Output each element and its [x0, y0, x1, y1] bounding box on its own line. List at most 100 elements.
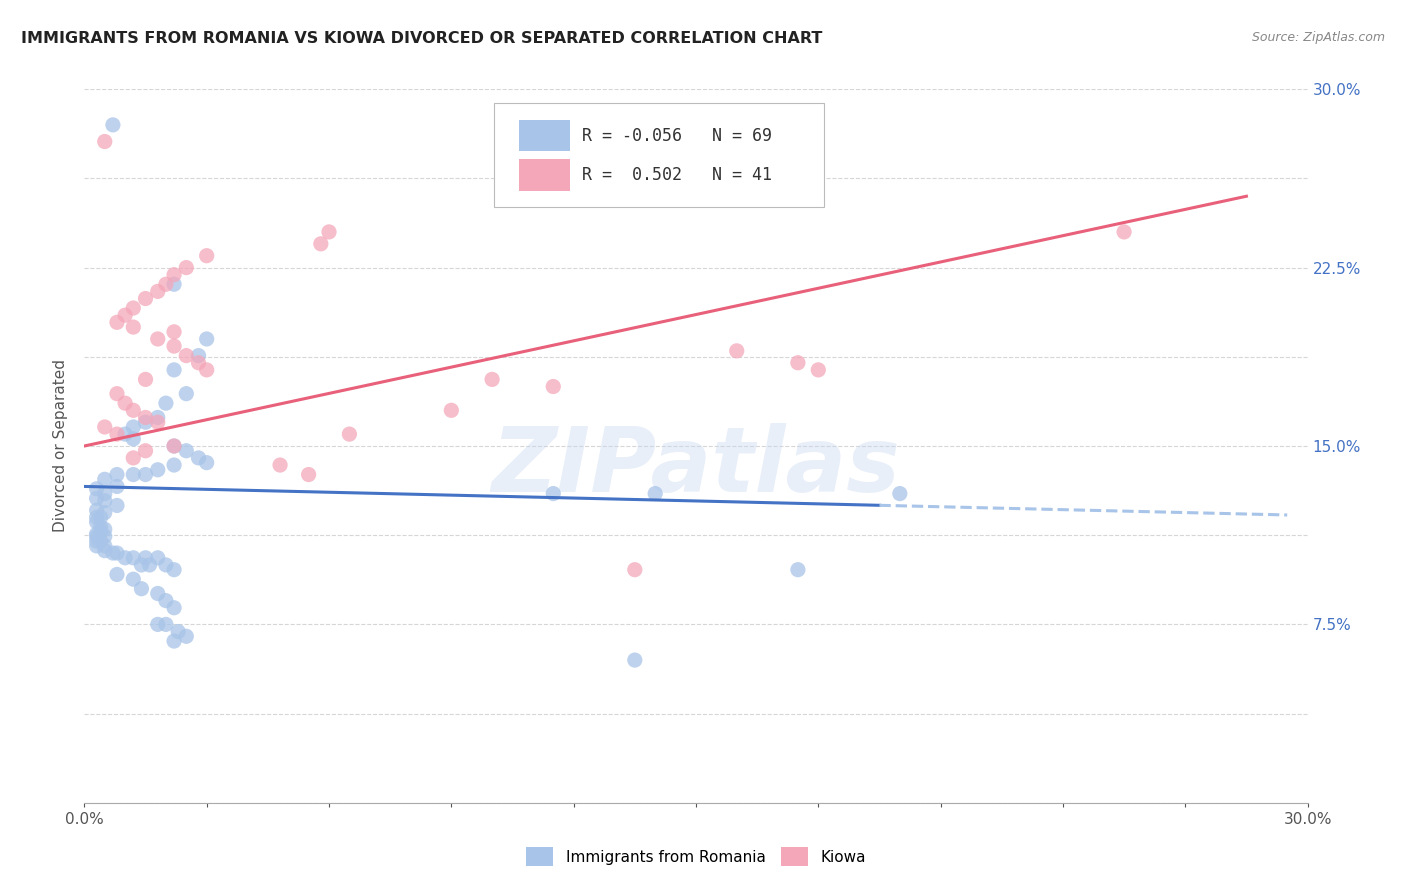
Point — [163, 277, 186, 292]
Point — [86, 539, 108, 553]
Point — [163, 363, 186, 377]
FancyBboxPatch shape — [494, 103, 824, 207]
Point — [146, 550, 169, 565]
Point — [176, 349, 198, 363]
Point — [195, 249, 218, 263]
Point — [122, 550, 145, 565]
FancyBboxPatch shape — [519, 120, 569, 152]
Point — [163, 563, 186, 577]
Point — [93, 493, 117, 508]
Point — [543, 486, 565, 500]
Point — [105, 467, 128, 482]
Point — [163, 439, 186, 453]
Point — [176, 260, 198, 275]
Point — [90, 534, 112, 549]
Point — [114, 396, 136, 410]
Text: R =  0.502   N = 41: R = 0.502 N = 41 — [582, 166, 772, 184]
Point — [725, 343, 748, 358]
Point — [122, 320, 145, 334]
Point — [155, 558, 177, 572]
Point — [155, 396, 177, 410]
Point — [93, 472, 117, 486]
Point — [122, 432, 145, 446]
Point — [163, 268, 186, 282]
Point — [146, 332, 169, 346]
Point — [298, 467, 321, 482]
Point — [176, 629, 198, 643]
Point — [195, 332, 218, 346]
Point — [163, 325, 186, 339]
Point — [195, 363, 218, 377]
Point — [86, 515, 108, 529]
Point — [135, 550, 157, 565]
Point — [155, 277, 177, 292]
Point — [146, 617, 169, 632]
Point — [131, 582, 153, 596]
Point — [122, 301, 145, 315]
Point — [105, 479, 128, 493]
Point — [105, 427, 128, 442]
Text: IMMIGRANTS FROM ROMANIA VS KIOWA DIVORCED OR SEPARATED CORRELATION CHART: IMMIGRANTS FROM ROMANIA VS KIOWA DIVORCE… — [21, 31, 823, 46]
Point — [481, 372, 503, 386]
Point — [131, 558, 153, 572]
Point — [155, 617, 177, 632]
Point — [624, 653, 647, 667]
Point — [787, 563, 810, 577]
Point — [135, 292, 157, 306]
Text: R = -0.056   N = 69: R = -0.056 N = 69 — [582, 127, 772, 145]
Point — [807, 363, 830, 377]
Point — [86, 510, 108, 524]
Point — [105, 546, 128, 560]
Point — [114, 550, 136, 565]
Point — [93, 420, 117, 434]
Point — [146, 410, 169, 425]
Point — [86, 529, 108, 543]
Point — [195, 456, 218, 470]
Point — [187, 349, 209, 363]
Point — [163, 600, 186, 615]
Point — [93, 135, 117, 149]
Point — [269, 458, 291, 472]
Legend: Immigrants from Romania, Kiowa: Immigrants from Romania, Kiowa — [519, 839, 873, 873]
Point — [146, 415, 169, 429]
Point — [122, 467, 145, 482]
Point — [1114, 225, 1136, 239]
Text: ZIPatlas: ZIPatlas — [492, 424, 900, 511]
Point — [318, 225, 340, 239]
Point — [122, 420, 145, 434]
Point — [135, 443, 157, 458]
Point — [93, 486, 117, 500]
Point — [122, 403, 145, 417]
Point — [176, 443, 198, 458]
Point — [644, 486, 666, 500]
Point — [93, 539, 117, 553]
Point — [86, 482, 108, 496]
Point — [135, 415, 157, 429]
Point — [86, 491, 108, 506]
Point — [146, 463, 169, 477]
Point — [90, 520, 112, 534]
Point — [114, 308, 136, 322]
Point — [543, 379, 565, 393]
Point — [889, 486, 911, 500]
Point — [787, 356, 810, 370]
Point — [93, 522, 117, 536]
Y-axis label: Divorced or Separated: Divorced or Separated — [53, 359, 69, 533]
Point — [135, 410, 157, 425]
Point — [122, 572, 145, 586]
Point — [122, 450, 145, 465]
Point — [163, 339, 186, 353]
Point — [176, 386, 198, 401]
Point — [90, 524, 112, 539]
Point — [101, 546, 124, 560]
Point — [114, 427, 136, 442]
Point — [440, 403, 463, 417]
Point — [105, 567, 128, 582]
Point — [135, 467, 157, 482]
Point — [163, 439, 186, 453]
Point — [163, 458, 186, 472]
Point — [146, 586, 169, 600]
Point — [86, 534, 108, 549]
Point — [163, 634, 186, 648]
Point — [105, 386, 128, 401]
